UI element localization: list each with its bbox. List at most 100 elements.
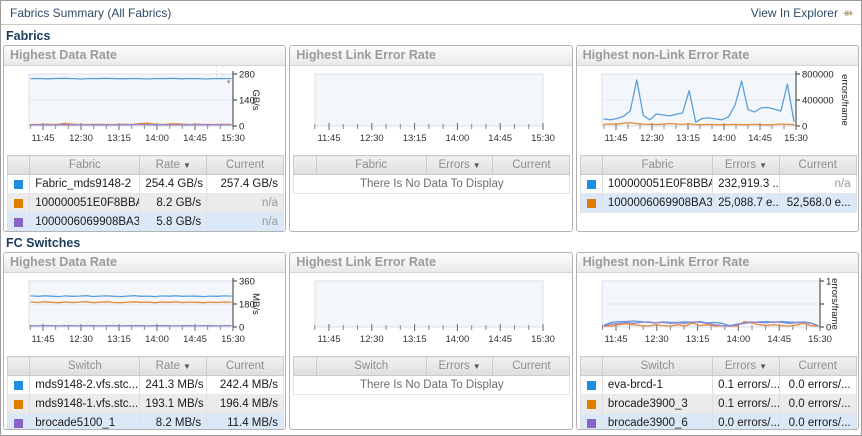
series-color-swatch [586,399,596,409]
cell-current: 11.4 MB/s [206,413,284,429]
cell-rate: 254.4 GB/s [139,174,208,194]
table-row[interactable]: 100000051E0F8BBA 232,919.3 ... n/a [579,174,857,194]
panel-switches-highest-data-rate: Highest Data Rate 11:45 12:30 13:15 14:00 14… [3,252,287,430]
column-header-current[interactable]: Current [492,356,571,376]
chart-legend-toggle-icon[interactable]: · · · · · · ▾ [215,64,231,86]
arrow-right-icon: ⇻ [842,5,853,20]
column-header-current[interactable]: Current [492,155,571,175]
svg-text:12:30: 12:30 [69,133,93,144]
cell-switch-name: eva-brcd-1 [601,375,714,395]
section-title-fc-switches: FC Switches [6,236,81,250]
cell-current: 257.4 GB/s [206,174,284,194]
swatch-column-header [6,356,31,376]
column-header-rate-sorted[interactable]: Rate ▼ [139,155,208,175]
svg-text:0: 0 [239,323,244,334]
column-header-fabric[interactable]: Fabric [315,155,427,175]
panel-switches-highest-non-link-error-rate: Highest non-Link Error Rate 11:45 12:30 13… [575,252,859,430]
column-header-rate-sorted[interactable]: Rate ▼ [139,356,208,376]
table-row[interactable]: eva-brcd-1 0.1 errors/... 0.0 errors/... [579,375,857,395]
sort-desc-icon: ▼ [182,161,191,170]
swatch-column-header [579,356,603,376]
svg-text:14:45: 14:45 [767,334,791,345]
cell-current: 0.0 errors/... [778,375,857,395]
view-in-explorer-link[interactable]: View In Explorer ⇻ [751,5,853,20]
empty-line-chart: 11:45 12:30 13:15 14:00 14:45 15:30 [314,280,555,345]
svg-text:15:30: 15:30 [784,133,808,144]
cell-current: n/a [206,212,284,231]
fabrics-panel-row: Highest Data Rate 11:45 12:30 13:15 14:00 14… [1,45,861,232]
svg-text:0: 0 [802,122,807,133]
table-row[interactable]: 1000006069908BA3 5.8 GB/s n/a [6,212,284,231]
svg-text:errors/frame: errors/frame [829,278,840,330]
svg-text:13:15: 13:15 [685,334,709,345]
sort-desc-icon: ▼ [182,362,191,371]
panel-title: Highest non-Link Error Rate [576,46,858,66]
cell-errors: 25,088.7 e... [712,193,780,213]
svg-text:13:15: 13:15 [403,334,427,345]
column-header-errors-sorted[interactable]: Errors ▼ [425,155,494,175]
cell-current: 52,568.0 e... [778,193,857,213]
series-color-swatch [586,380,596,390]
empty-line-chart: 11:45 12:30 13:15 14:00 14:45 15:30 [314,73,555,144]
table-row[interactable]: 100000051E0F8BBA 8.2 GB/s n/a [6,193,284,213]
table-row[interactable]: 1000006069908BA3 25,088.7 e... 52,568.0 … [579,193,857,213]
sort-desc-icon: ▼ [472,362,481,371]
column-header-current[interactable]: Current [778,356,857,376]
title-bar: Fabrics Summary (All Fabrics) View In Ex… [1,1,861,25]
cell-rate: 5.8 GB/s [139,212,208,231]
svg-text:11:45: 11:45 [31,133,54,144]
svg-text:15:30: 15:30 [531,334,555,345]
data-table: Switch Rate ▼ Current mds9148-2.vfs.stc..… [6,356,284,429]
table-row[interactable]: Fabric_mds9148-2 254.4 GB/s 257.4 GB/s [6,174,284,194]
line-chart: 11:45 12:30 13:15 14:00 14:45 15:300 1errors/f… [601,277,840,345]
svg-text:14:00: 14:00 [446,133,470,144]
panel-title: Highest Link Error Rate [290,253,572,273]
column-header-switch[interactable]: Switch [315,356,427,376]
no-data-message: There Is No Data To Display [293,375,571,395]
panel-fabrics-highest-link-error-rate: Highest Link Error Rate 11:45 12:30 13:15 1… [289,45,573,232]
svg-text:14:45: 14:45 [183,133,207,144]
svg-text:14:00: 14:00 [726,334,750,345]
column-header-fabric[interactable]: Fabric [29,155,141,175]
panel-switches-highest-link-error-rate: Highest Link Error Rate 11:45 12:30 13:15 1… [289,252,573,430]
table-row[interactable]: mds9148-1.vfs.stc... 193.1 MB/s 196.4 MB… [6,394,284,414]
column-header-switch[interactable]: Switch [601,356,714,376]
svg-text:280: 280 [239,70,255,81]
svg-text:15:30: 15:30 [221,133,245,144]
data-table: Switch Errors ▼ Current eva-brcd-1 0.1 er… [579,356,857,429]
series-color-swatch [14,217,24,227]
table-row[interactable]: brocade3900_3 0.1 errors/... 0.0 errors/… [579,394,857,414]
table-row[interactable]: brocade3900_6 0.0 errors/... 0.0 errors/… [579,413,857,429]
table-row[interactable]: mds9148-2.vfs.stc... 241.3 MB/s 242.4 MB… [6,375,284,395]
sort-desc-icon: ▼ [759,161,768,170]
column-header-errors-sorted[interactable]: Errors ▼ [712,356,780,376]
chart-area: 11:45 12:30 13:15 14:00 14:45 15:30 0 400000 800… [578,68,858,154]
cell-switch-name: brocade3900_3 [601,394,714,414]
column-header-current[interactable]: Current [778,155,857,175]
svg-text:12:30: 12:30 [645,334,669,345]
column-header-current[interactable]: Current [206,356,284,376]
column-header-current[interactable]: Current [206,155,284,175]
svg-text:0: 0 [239,122,244,133]
table-row[interactable]: brocade5100_1 8.2 MB/s 11.4 MB/s [6,413,284,429]
panel-title: Highest Data Rate [4,253,286,273]
column-header-errors-sorted[interactable]: Errors ▼ [712,155,780,175]
svg-text:13:15: 13:15 [107,133,131,144]
panel-title: Highest non-Link Error Rate [576,253,858,273]
series-color-swatch [586,179,596,189]
sort-desc-icon: ▼ [472,161,481,170]
chart-area: 11:45 12:30 13:15 14:00 14:45 15:30 [291,68,571,154]
svg-text:errors/frame: errors/frame [839,74,850,126]
column-header-fabric[interactable]: Fabric [601,155,714,175]
svg-text:14:00: 14:00 [712,133,736,144]
cell-fabric-name: 100000051E0F8BBA [29,193,141,213]
panel-fabrics-highest-non-link-error-rate: Highest non-Link Error Rate 11:45 12:30 13… [575,45,859,232]
column-header-errors-sorted[interactable]: Errors ▼ [425,356,494,376]
panel-title: Highest Link Error Rate [290,46,572,66]
column-header-switch[interactable]: Switch [29,356,141,376]
svg-text:12:30: 12:30 [360,334,384,345]
cell-errors: 0.1 errors/... [712,394,780,414]
svg-text:14:45: 14:45 [183,334,207,345]
svg-text:13:15: 13:15 [107,334,131,345]
